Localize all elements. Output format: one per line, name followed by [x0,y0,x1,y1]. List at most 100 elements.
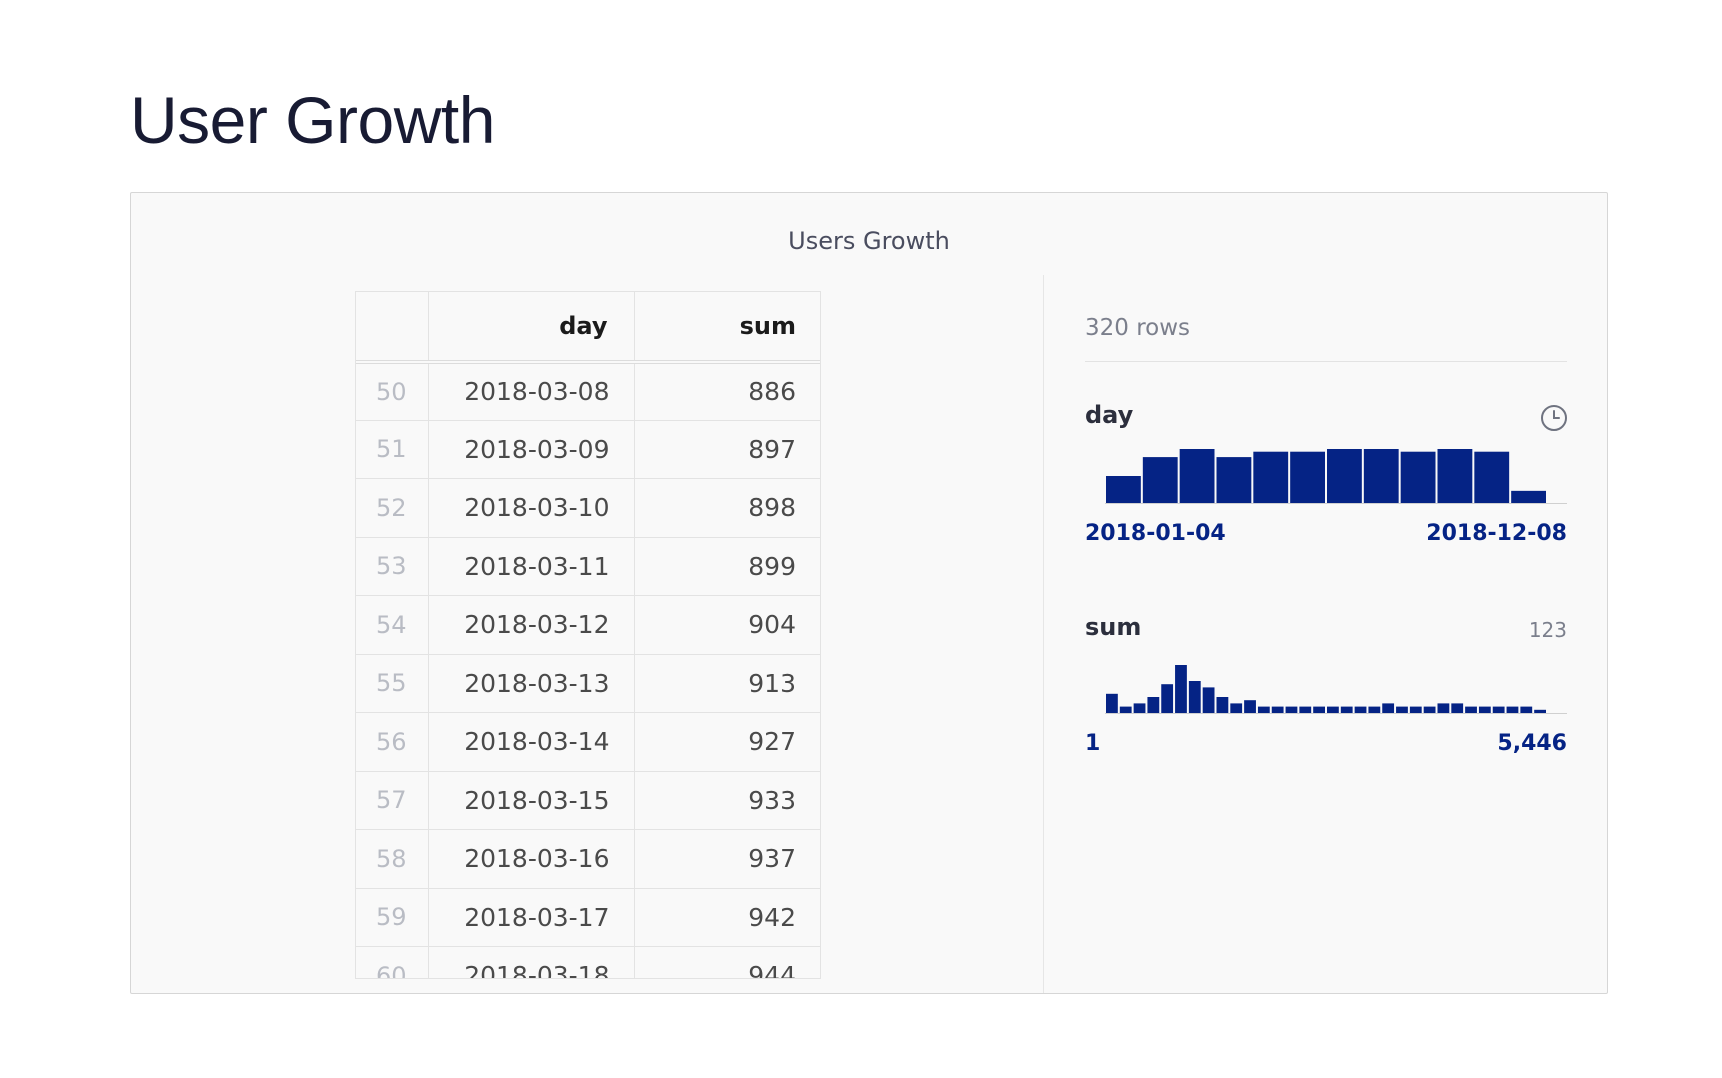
day-cell: 2018-03-10 [428,478,635,538]
sum-cell: 904 [634,595,820,655]
sum-cell: 937 [634,829,820,889]
row-count: 320 rows [1085,315,1191,341]
row-index-cell: 53 [356,537,429,596]
table-row[interactable]: 55 2018-03-13 913 [356,654,820,713]
sum-histogram-bar[interactable] [1340,706,1353,713]
sum-histogram-bar[interactable] [1133,703,1146,713]
sum-cell: 927 [634,712,820,772]
day-cell: 2018-03-08 [428,361,635,421]
day-max-label: 2018-12-08 [1426,521,1567,546]
table-header-row: day sum [356,291,820,364]
day-cell: 2018-03-18 [428,946,635,978]
sum-histogram-bar[interactable] [1437,703,1450,713]
day-histogram-bar[interactable] [1253,451,1289,503]
table-row[interactable]: 51 2018-03-09 897 [356,420,820,479]
sum-histogram-bar[interactable] [1175,665,1187,713]
sum-histogram-bar[interactable] [1478,706,1491,713]
clock-icon [1541,405,1567,431]
sum-histogram-bar[interactable] [1202,687,1215,713]
day-histogram-bar[interactable] [1511,490,1546,503]
table-row[interactable]: 53 2018-03-11 899 [356,537,820,596]
summary-divider [1085,361,1567,362]
sum-histogram-bar[interactable] [1230,703,1243,713]
sum-histogram-bar[interactable] [1354,706,1367,713]
card-title: Users Growth [788,227,950,255]
data-table: day sum 50 2018-03-08 886 51 2018-03-09 897 52… [356,291,820,978]
sum-histogram-bar[interactable] [1244,700,1256,713]
summary-sum-name: sum [1085,613,1142,641]
sum-histogram-bar[interactable] [1520,706,1533,713]
day-cell: 2018-03-13 [428,654,635,713]
sum-histogram-bar[interactable] [1492,706,1505,713]
header-day[interactable]: day [428,291,635,364]
sum-histogram [1105,665,1567,714]
row-index-cell: 58 [356,829,429,889]
sum-histogram-bar[interactable] [1423,706,1436,713]
sum-histogram-bar[interactable] [1271,706,1284,713]
sum-histogram-bar[interactable] [1382,703,1395,713]
sum-histogram-bar[interactable] [1147,697,1160,713]
day-histogram-bar[interactable] [1216,457,1252,503]
sum-cell: 942 [634,888,820,947]
sum-histogram-bar[interactable] [1313,706,1325,713]
day-histogram-bar[interactable] [1400,451,1436,503]
sum-max-label: 5,446 [1497,731,1567,756]
day-histogram-bar[interactable] [1327,449,1362,503]
table-row[interactable]: 57 2018-03-15 933 [356,771,820,830]
sum-cell: 886 [634,361,820,421]
sum-histogram-bar[interactable] [1106,693,1118,713]
sum-cell: 899 [634,537,820,596]
sum-distinct-count: 123 [1528,618,1567,642]
table-row[interactable]: 50 2018-03-08 886 [356,361,820,421]
table-row[interactable]: 58 2018-03-16 937 [356,829,820,889]
sum-histogram-bar[interactable] [1465,706,1477,713]
sum-histogram-bar[interactable] [1257,706,1270,713]
sum-histogram-bar[interactable] [1161,684,1174,713]
row-index-cell: 50 [356,361,429,421]
day-histogram-bar[interactable] [1106,476,1141,503]
table-row[interactable]: 59 2018-03-17 942 [356,888,820,947]
summary-day-name: day [1085,401,1134,429]
sum-min-label: 1 [1085,731,1101,756]
table-row[interactable]: 52 2018-03-10 898 [356,478,820,538]
data-table-scroll[interactable]: day sum 50 2018-03-08 886 51 2018-03-09 897 52… [355,291,821,979]
sum-cell: 898 [634,478,820,538]
row-index-cell: 54 [356,595,429,655]
day-histogram-bar[interactable] [1363,449,1399,503]
day-histogram-bar[interactable] [1437,449,1473,503]
sum-histogram-bar[interactable] [1119,706,1132,713]
day-min-label: 2018-01-04 [1085,521,1226,546]
day-cell: 2018-03-17 [428,888,635,947]
table-row[interactable]: 54 2018-03-12 904 [356,595,820,655]
day-histogram-bar[interactable] [1142,457,1178,503]
sum-histogram-bar[interactable] [1506,706,1519,713]
sum-histogram-bar[interactable] [1327,706,1339,713]
table-row[interactable]: 56 2018-03-14 927 [356,712,820,772]
sum-histogram-bar[interactable] [1285,706,1298,713]
day-cell: 2018-03-12 [428,595,635,655]
sum-histogram-bar[interactable] [1396,706,1408,713]
day-histogram-bar[interactable] [1474,451,1510,503]
day-histogram-bar[interactable] [1179,449,1215,503]
panel-divider [1043,275,1044,993]
sum-histogram-bar[interactable] [1368,706,1381,713]
sum-histogram-bar[interactable] [1188,681,1201,713]
sum-cell: 897 [634,420,820,479]
day-histogram-bar[interactable] [1290,451,1325,503]
sum-histogram-bar[interactable] [1534,709,1546,713]
day-cell: 2018-03-11 [428,537,635,596]
day-cell: 2018-03-16 [428,829,635,889]
sum-histogram-bar[interactable] [1216,697,1229,713]
sum-histogram-bar[interactable] [1299,706,1312,713]
day-histogram [1105,449,1567,504]
card-panel: Users Growth day sum 50 2018-03-08 886 51 20… [130,192,1608,994]
row-index-cell: 51 [356,420,429,479]
day-cell: 2018-03-14 [428,712,635,772]
header-sum[interactable]: sum [634,291,820,364]
row-index-cell: 60 [356,946,429,978]
table-row[interactable]: 60 2018-03-18 944 [356,946,820,978]
day-cell: 2018-03-15 [428,771,635,830]
sum-histogram-bar[interactable] [1451,703,1464,713]
sum-histogram-bar[interactable] [1409,706,1422,713]
sum-cell: 933 [634,771,820,830]
